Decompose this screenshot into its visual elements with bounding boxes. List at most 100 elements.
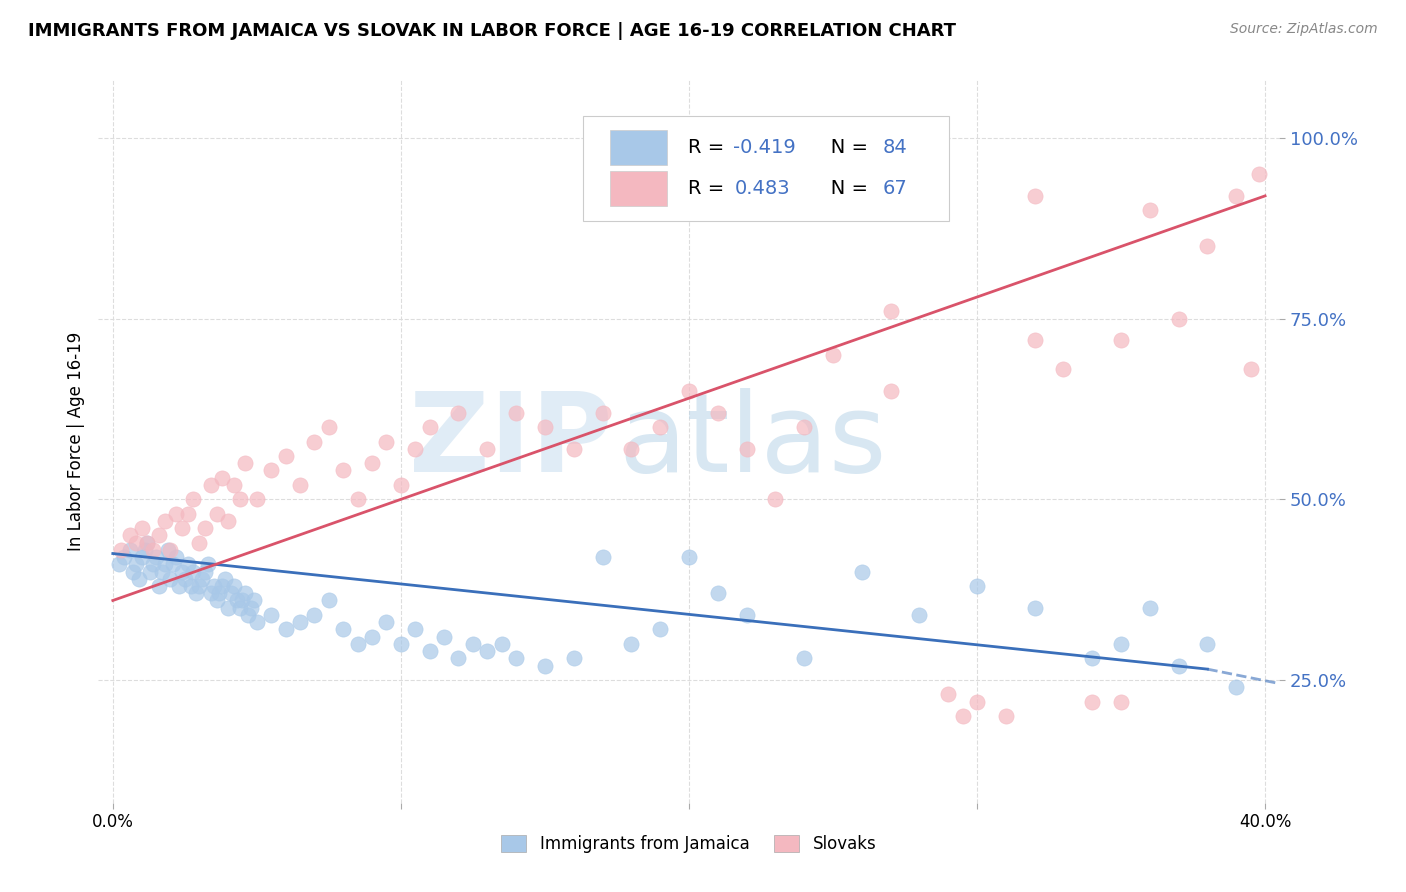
Point: [159, 572, 181, 586]
Point: [304, 434, 326, 449]
Point: [404, 442, 426, 456]
Point: [821, 348, 844, 362]
Point: [145, 550, 167, 565]
Point: [228, 492, 250, 507]
Point: [153, 514, 176, 528]
Point: [1139, 203, 1161, 218]
Point: [461, 637, 484, 651]
Point: [304, 607, 326, 622]
Point: [288, 615, 311, 630]
Point: [139, 565, 162, 579]
Point: [419, 644, 441, 658]
Point: [361, 630, 384, 644]
Y-axis label: In Labor Force | Age 16-19: In Labor Force | Age 16-19: [66, 332, 84, 551]
Point: [592, 550, 614, 565]
Point: [260, 463, 283, 477]
Point: [1225, 189, 1247, 203]
Text: Source: ZipAtlas.com: Source: ZipAtlas.com: [1230, 22, 1378, 37]
Point: [763, 492, 786, 507]
Point: [107, 558, 129, 572]
Point: [620, 637, 643, 651]
Point: [188, 535, 211, 549]
Point: [534, 420, 557, 434]
Point: [243, 593, 266, 607]
Point: [318, 420, 340, 434]
Point: [202, 579, 225, 593]
Point: [966, 695, 988, 709]
Point: [238, 607, 260, 622]
Point: [706, 406, 728, 420]
Point: [1249, 167, 1271, 181]
Point: [966, 579, 988, 593]
Point: [505, 406, 527, 420]
Point: [404, 623, 426, 637]
Point: [793, 420, 815, 434]
Point: [1109, 334, 1132, 348]
Text: ZIP: ZIP: [409, 388, 612, 495]
Point: [1024, 189, 1046, 203]
FancyBboxPatch shape: [610, 130, 666, 165]
Point: [1167, 311, 1189, 326]
Point: [219, 586, 242, 600]
Point: [274, 449, 297, 463]
Point: [183, 492, 205, 507]
Point: [125, 535, 148, 549]
Point: [136, 535, 159, 549]
Point: [173, 572, 195, 586]
Point: [165, 507, 187, 521]
Point: [246, 492, 269, 507]
Point: [188, 579, 211, 593]
Point: [1139, 600, 1161, 615]
Point: [153, 558, 176, 572]
Point: [592, 406, 614, 420]
Point: [112, 550, 135, 565]
Point: [447, 406, 470, 420]
Point: [200, 478, 222, 492]
Point: [793, 651, 815, 665]
Point: [678, 384, 700, 398]
Point: [1197, 637, 1219, 651]
Point: [186, 586, 208, 600]
FancyBboxPatch shape: [610, 171, 666, 206]
Point: [170, 565, 193, 579]
Point: [122, 565, 145, 579]
Point: [1081, 651, 1104, 665]
Point: [346, 492, 368, 507]
Point: [142, 542, 165, 557]
Point: [706, 586, 728, 600]
Point: [562, 651, 585, 665]
Text: -0.419: -0.419: [733, 138, 796, 157]
Point: [361, 456, 384, 470]
Point: [1109, 695, 1132, 709]
Text: R =: R =: [688, 138, 730, 157]
Point: [477, 644, 499, 658]
Point: [142, 558, 165, 572]
Point: [851, 565, 873, 579]
Point: [159, 542, 181, 557]
Point: [260, 607, 283, 622]
Point: [200, 586, 222, 600]
Point: [233, 586, 256, 600]
Point: [240, 600, 263, 615]
Point: [165, 550, 187, 565]
Point: [491, 637, 513, 651]
Point: [205, 507, 228, 521]
Point: [1240, 362, 1263, 376]
Point: [1024, 334, 1046, 348]
Text: N =: N =: [811, 179, 875, 198]
Point: [332, 463, 354, 477]
Point: [194, 565, 217, 579]
Point: [1052, 362, 1074, 376]
Text: N =: N =: [811, 138, 875, 157]
Point: [148, 579, 170, 593]
Point: [214, 572, 236, 586]
Point: [217, 514, 239, 528]
Point: [228, 600, 250, 615]
Point: [128, 572, 150, 586]
Point: [346, 637, 368, 651]
Text: 84: 84: [883, 138, 907, 157]
Point: [194, 521, 217, 535]
Point: [120, 542, 142, 557]
Point: [952, 709, 974, 723]
Point: [1167, 658, 1189, 673]
